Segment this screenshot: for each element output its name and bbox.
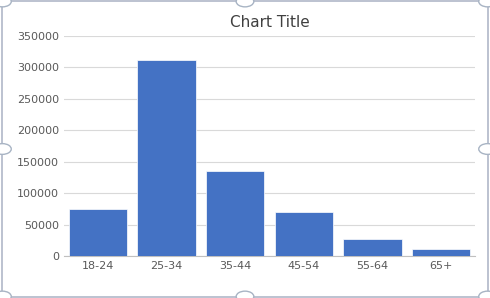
Title: Chart Title: Chart Title xyxy=(230,15,309,30)
Bar xyxy=(412,249,470,256)
Bar xyxy=(343,239,402,256)
Bar xyxy=(274,212,333,256)
Bar xyxy=(137,60,196,256)
Bar xyxy=(69,209,127,256)
Bar xyxy=(206,171,265,256)
